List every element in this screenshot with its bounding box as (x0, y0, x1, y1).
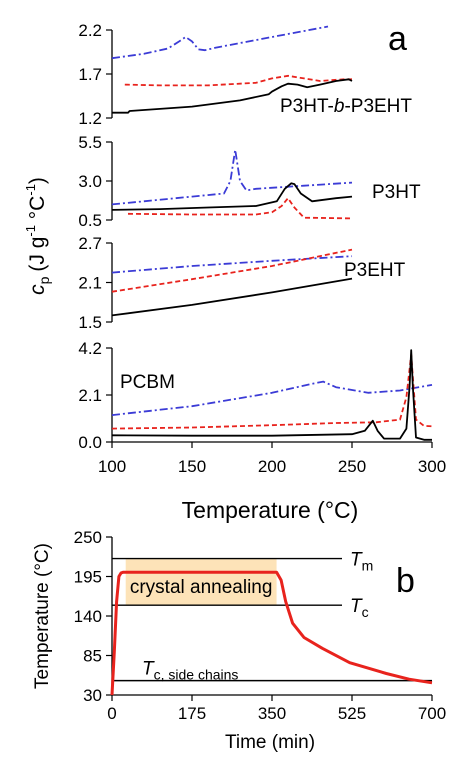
subplot-3: 1.5 2.1 2.7 P3EHT (78, 234, 405, 332)
series-line-dashed (124, 74, 352, 87)
y-tick-label: 2.7 (78, 234, 102, 253)
annotation-label: crystal annealing (130, 577, 273, 598)
y-axis-title-unit: ) (26, 177, 49, 184)
level-label-subscript: m (362, 558, 374, 574)
y-tick-label: 1.2 (78, 109, 102, 128)
series-line-dashed (111, 248, 353, 293)
subplot-label-part: P3HT- (280, 96, 334, 117)
subplot-label: P3HT-b-P3EHT (280, 96, 412, 117)
y-tick-label: 2.1 (78, 274, 102, 293)
subplot-4: 0.0 2.1 4.2 PCBM (78, 339, 433, 452)
subplot-2: 0.5 3.0 5.5 P3HT (78, 133, 421, 230)
x-axis-title: Temperature (°C) (182, 497, 359, 523)
annealing-region (125, 558, 277, 606)
y-tick-label: 30 (83, 686, 102, 705)
level-label-symbol: T (142, 659, 155, 680)
y-axis-title: cp(J g-1 °C-1) (23, 177, 52, 295)
y-tick-label: 0.5 (78, 211, 102, 230)
series-line-solid (112, 78, 353, 114)
series-line-dashdot (111, 380, 433, 416)
level-label-symbol: T (350, 550, 363, 571)
subplot-1: 1.2 1.7 2.2 P3HT-b-P3EHT (78, 21, 412, 128)
y-axis-title: Temperature (°C) (32, 543, 53, 689)
level-label: Tc, side chains (142, 659, 238, 683)
x-tick-label: 175 (178, 704, 206, 723)
series-line-solid (111, 182, 353, 211)
level-label-symbol: T (350, 596, 363, 617)
temperature-profile-line (110, 570, 433, 696)
series-line-solid (111, 349, 432, 441)
y-axis-title-subscript: p (36, 276, 52, 284)
x-tick-label: 200 (258, 457, 286, 476)
panel-label-a: a (388, 20, 407, 58)
panel-a: 1.2 1.7 2.2 P3HT-b-P3EHT 0.5 3.0 5.5 P3HT 1.5 2.1… (23, 20, 446, 523)
y-tick-label: 4.2 (78, 339, 102, 358)
y-tick-label: 0.0 (78, 433, 102, 452)
x-tick-label: 525 (338, 704, 366, 723)
y-axis-title-unit: (J g (26, 237, 49, 272)
x-tick-label: 350 (258, 704, 286, 723)
series-line-dashdot (111, 25, 329, 60)
x-tick-label: 0 (107, 704, 116, 723)
y-tick-label: 3.0 (78, 172, 102, 191)
x-tick-label: 150 (178, 457, 206, 476)
y-tick-label: 140 (74, 607, 102, 626)
subplot-label: PCBM (120, 372, 175, 393)
y-tick-label: 85 (83, 647, 102, 666)
subplot-label-part: P3HT (372, 182, 421, 203)
level-label-subscript: c (362, 604, 369, 620)
x-axis-title: Time (min) (225, 732, 315, 753)
subplot-label: P3HT (372, 182, 421, 203)
subplot-label: P3EHT (344, 260, 406, 281)
y-axis-title-unit: °C (26, 196, 49, 225)
x-tick-label: 300 (418, 457, 446, 476)
subplot-label-part: -P3EHT (344, 96, 412, 117)
series-line-dashdot (111, 148, 353, 206)
level-label: Tc (350, 596, 369, 620)
y-tick-label: 2.1 (78, 386, 102, 405)
y-axis-title-symbol: c (26, 284, 49, 295)
series-line-dashed (111, 353, 433, 430)
level-label: Tm (350, 550, 373, 574)
y-tick-label: 1.5 (78, 313, 102, 332)
subplot-label-part: PCBM (120, 372, 175, 393)
series-line-dashdot (111, 255, 353, 274)
y-tick-label: 2.2 (78, 21, 102, 40)
y-tick-label: 250 (74, 528, 102, 547)
series-line-solid (111, 277, 353, 317)
y-tick-label: 5.5 (78, 133, 102, 152)
y-tick-label: 1.7 (78, 65, 102, 84)
x-tick-label: 700 (418, 704, 446, 723)
level-label-subscript: c, side chains (154, 667, 239, 683)
subplot-label-italic: b (334, 96, 345, 117)
y-axis-title-superscript: -1 (23, 184, 38, 196)
subplot-label-part: P3EHT (344, 260, 406, 281)
x-tick-label: 100 (98, 457, 126, 476)
y-tick-label: 195 (74, 568, 102, 587)
panel-label-b: b (396, 562, 415, 600)
y-axis-title-superscript: -1 (23, 225, 38, 237)
x-tick-label: 250 (338, 457, 366, 476)
series-line-dashed (127, 197, 353, 220)
